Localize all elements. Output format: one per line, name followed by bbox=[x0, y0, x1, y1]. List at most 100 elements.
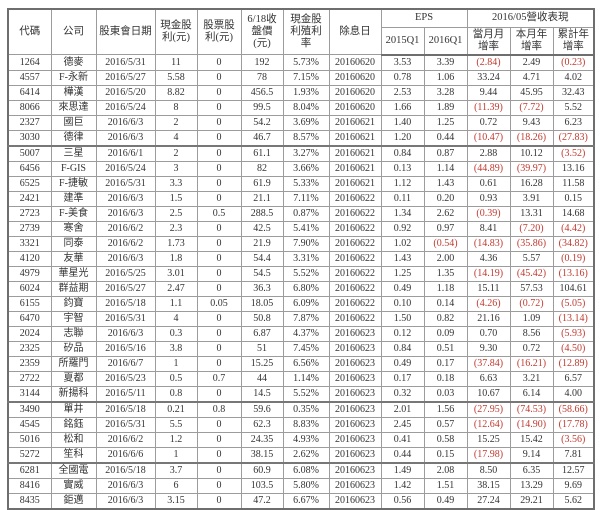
table-cell: 2723 bbox=[7, 205, 52, 222]
table-cell: 0.84 bbox=[380, 144, 425, 162]
table-cell: 夏都 bbox=[50, 370, 97, 387]
table-cell: (58.66) bbox=[552, 400, 595, 418]
table-row: 2359 所羅門 2016/6/7 1 0 15.25 6.56% 20160623 0.49 0… bbox=[7, 355, 595, 372]
table-cell: 7.11% bbox=[282, 190, 330, 207]
table-cell: 20160622 bbox=[328, 295, 382, 312]
table-cell: (5.93) bbox=[552, 325, 595, 342]
table-cell: 所羅門 bbox=[50, 355, 97, 372]
table-row: 3144 新揚科 2016/5/11 0.8 0 14.5 5.52% 20160623 0.3… bbox=[7, 385, 595, 403]
table-cell: 6.56% bbox=[282, 355, 330, 372]
col-header-cash-dividend: 現金股利(元) bbox=[154, 8, 198, 56]
table-cell: 0.72 bbox=[466, 114, 511, 131]
table-cell: 288.5 bbox=[240, 205, 284, 222]
table-cell: (16.21) bbox=[509, 355, 554, 372]
table-cell: 0 bbox=[196, 431, 242, 448]
table-cell: (34.82) bbox=[552, 235, 595, 252]
table-cell: 1.06 bbox=[423, 69, 468, 86]
table-cell: 0.15 bbox=[423, 446, 468, 464]
table-cell: 5.58 bbox=[154, 69, 198, 86]
table-row: 4557 F-永新 2016/5/27 5.58 0 78 7.15% 20160620 0.7… bbox=[7, 69, 595, 86]
table-cell: 36.3 bbox=[240, 280, 284, 297]
table-cell: 松和 bbox=[50, 431, 97, 448]
table-cell: 0 bbox=[196, 84, 242, 101]
table-cell: 2722 bbox=[7, 370, 52, 387]
table-cell: 20160623 bbox=[328, 370, 382, 387]
table-cell: 6.09% bbox=[282, 295, 330, 312]
table-cell: 13.29 bbox=[509, 477, 554, 494]
table-row: 4120 友華 2016/6/3 1.8 0 54.4 3.31% 20160622 1.43 2… bbox=[7, 250, 595, 267]
table-cell: 0.15 bbox=[552, 190, 595, 207]
table-cell: 0.70 bbox=[466, 325, 511, 342]
table-cell: 3490 bbox=[7, 400, 52, 418]
table-cell: 21.16 bbox=[466, 310, 511, 327]
table-cell: 2016/6/3 bbox=[95, 205, 156, 222]
table-cell: 20160621 bbox=[328, 175, 382, 192]
table-cell: 笙科 bbox=[50, 446, 97, 464]
table-cell: 12.57 bbox=[552, 461, 595, 479]
table-cell: 0.87% bbox=[282, 205, 330, 222]
table-cell: 6456 bbox=[7, 160, 52, 177]
table-cell: 20160622 bbox=[328, 250, 382, 267]
table-cell: 9.69 bbox=[552, 477, 595, 494]
table-cell: 2016/5/27 bbox=[95, 69, 156, 86]
table-cell: 國巨 bbox=[50, 114, 97, 131]
table-cell: (27.95) bbox=[466, 400, 511, 418]
table-cell: 2016/6/3 bbox=[95, 190, 156, 207]
table-cell: 6470 bbox=[7, 310, 52, 327]
table-row: 5016 松和 2016/6/2 1.2 0 24.35 4.93% 20160623 0.41… bbox=[7, 431, 595, 448]
table-cell: 2016/6/2 bbox=[95, 235, 156, 252]
table-cell: 3 bbox=[154, 160, 198, 177]
table-cell: 0.97 bbox=[423, 220, 468, 237]
table-cell: 2016/6/3 bbox=[95, 492, 156, 510]
table-cell: 61.1 bbox=[240, 144, 284, 162]
table-row: 6281 全國電 2016/5/18 3.7 0 60.9 6.08% 20160623 1.4… bbox=[7, 461, 595, 479]
table-cell: 2.08 bbox=[423, 461, 468, 479]
table-cell: 4979 bbox=[7, 265, 52, 282]
table-cell: 6.35 bbox=[509, 461, 554, 479]
table-cell: 3.15 bbox=[154, 492, 198, 510]
table-cell: 2016/6/7 bbox=[95, 355, 156, 372]
table-cell: (7.72) bbox=[509, 99, 554, 116]
table-cell: 同泰 bbox=[50, 235, 97, 252]
table-cell: 0.51 bbox=[423, 340, 468, 357]
table-cell: 0 bbox=[196, 144, 242, 162]
table-cell: 54.4 bbox=[240, 250, 284, 267]
table-row: 6024 群益期 2016/5/27 2.47 0 36.3 6.80% 20160622 0.… bbox=[7, 280, 595, 297]
col-group-eps: EPS bbox=[380, 8, 468, 28]
table-cell: 44 bbox=[240, 370, 284, 387]
table-cell: 矽品 bbox=[50, 340, 97, 357]
table-cell: 2016/5/18 bbox=[95, 295, 156, 312]
table-cell: 47.2 bbox=[240, 492, 284, 510]
table-cell: 0.17 bbox=[380, 370, 425, 387]
table-cell: 0.5 bbox=[196, 205, 242, 222]
table-cell: 14.68 bbox=[552, 205, 595, 222]
table-cell: 0.10 bbox=[380, 295, 425, 312]
table-cell: 1.2 bbox=[154, 431, 198, 448]
table-cell: 鈞寶 bbox=[50, 295, 97, 312]
table-cell: 樺漢 bbox=[50, 84, 97, 101]
table-cell: 3.01 bbox=[154, 265, 198, 282]
table-cell: 3.3 bbox=[154, 175, 198, 192]
col-header-stock-dividend: 股票股利(元) bbox=[196, 8, 242, 56]
table-cell: (14.83) bbox=[466, 235, 511, 252]
table-cell: 3.91 bbox=[509, 190, 554, 207]
table-row: 6456 F-GIS 2016/5/24 3 0 82 3.66% 20160621 0.13 1… bbox=[7, 160, 595, 177]
table-cell: 2016/6/3 bbox=[95, 250, 156, 267]
table-cell: 4 bbox=[154, 310, 198, 327]
table-cell: 8.83% bbox=[282, 416, 330, 433]
table-cell: 11.58 bbox=[552, 175, 595, 192]
table-cell: 20160623 bbox=[328, 400, 382, 418]
table-cell: (0.72) bbox=[509, 295, 554, 312]
table-cell: (4.50) bbox=[552, 340, 595, 357]
table-row: 2723 F-美食 2016/6/3 2.5 0.5 288.5 0.87% 20160622… bbox=[7, 205, 595, 222]
table-cell: 2.62 bbox=[423, 205, 468, 222]
table-cell: 2024 bbox=[7, 325, 52, 342]
table-cell: 1.89 bbox=[423, 99, 468, 116]
table-cell: 0 bbox=[196, 99, 242, 116]
table-cell: 寒舍 bbox=[50, 220, 97, 237]
table-cell: 99.5 bbox=[240, 99, 284, 116]
table-cell: 0.03 bbox=[423, 385, 468, 403]
table-cell: 0.11 bbox=[380, 190, 425, 207]
table-cell: 2.88 bbox=[466, 144, 511, 162]
table-cell: 57.53 bbox=[509, 280, 554, 297]
